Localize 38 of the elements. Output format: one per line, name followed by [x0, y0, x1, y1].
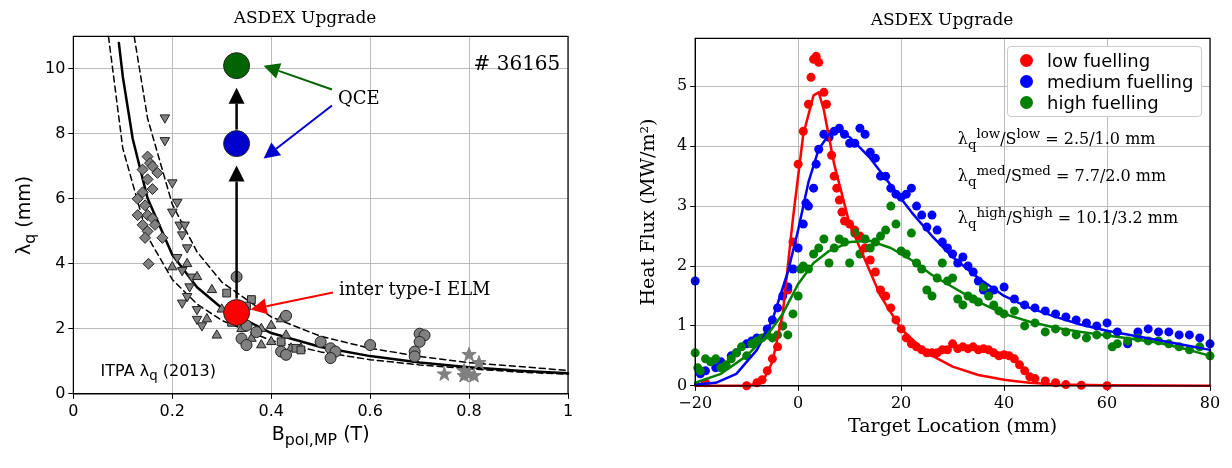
- x-tick-label: 20: [890, 392, 912, 412]
- x-tick-label: 40: [993, 392, 1015, 412]
- x-tick-label: 0.6: [357, 400, 383, 420]
- y-tick-label: 3: [676, 195, 688, 215]
- annotation: λ$_{q}$$^{high}$/S$^{high}$ = 10.1/3.2 mm: [957, 204, 1179, 231]
- annotation: λ$_{q}$$^{med}$/S$^{med}$ = 7.7/2.0 mm: [957, 162, 1167, 189]
- chart-title: ASDEX Upgrade: [869, 8, 1014, 29]
- x-tick-label: 1: [562, 400, 574, 420]
- y-axis-title: Heat Flux (MW/m²): [636, 118, 659, 306]
- annotation: inter type-I ELM: [338, 277, 491, 299]
- y-tick-label: 4: [676, 135, 688, 155]
- y-tick-label: 2: [55, 317, 66, 337]
- x-tick-label: 0.8: [456, 400, 482, 420]
- y-tick-label: 0: [676, 374, 688, 394]
- annotation: # 36165: [473, 51, 561, 76]
- y-tick-label: 2: [676, 255, 688, 275]
- y-tick-label: 6: [55, 188, 66, 208]
- x-tick-label: 0.4: [258, 400, 284, 420]
- y-tick-label: 4: [55, 252, 66, 272]
- y-tick-label: 1: [676, 315, 688, 335]
- x-tick-label: 80: [1199, 392, 1221, 412]
- y-tick-label: 10: [45, 58, 66, 78]
- legend-label: low fuelling: [1047, 50, 1151, 72]
- annotation: λ$_{q}$$^{low}$/S$^{low}$ = 2.5/1.0 mm: [957, 126, 1156, 152]
- chart-title: ASDEX Upgrade: [232, 6, 377, 27]
- x-tick-label: 0: [793, 392, 804, 412]
- x-tick-label: 0.2: [159, 400, 186, 420]
- x-axis-title: Target Location (mm): [848, 413, 1058, 436]
- legend-label: medium fuelling: [1047, 71, 1194, 93]
- y-tick-label: 5: [676, 75, 688, 95]
- x-tick-label: 60: [1096, 392, 1118, 412]
- x-tick-label: 0: [68, 400, 79, 420]
- legend-label: high fuelling: [1047, 92, 1159, 114]
- annotation: QCE: [337, 86, 380, 108]
- y-tick-label: 8: [55, 123, 66, 143]
- x-axis-title: B$_{pol,MP}$ (T): [271, 421, 370, 449]
- x-tick-label: −20: [678, 392, 713, 412]
- annotation: ITPA λ$_{q}$ (2013): [100, 361, 216, 384]
